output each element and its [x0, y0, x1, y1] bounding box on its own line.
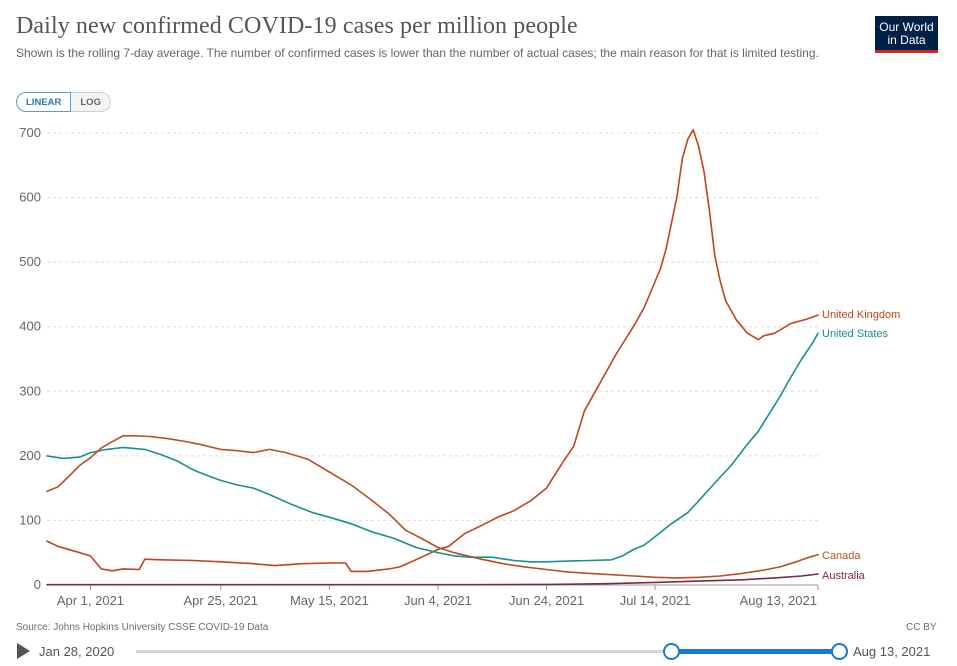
- y-tick-label-300: 300: [19, 383, 41, 398]
- x-tick-label-4: Jun 24, 2021: [509, 593, 584, 608]
- x-tick-label-5: Jul 14, 2021: [620, 593, 691, 608]
- logo-line-1: Our World: [879, 20, 934, 34]
- x-tick-label-3: Jun 4, 2021: [404, 593, 472, 608]
- log-scale-button[interactable]: LOG: [71, 92, 111, 112]
- timeline-start-label: Jan 28, 2020: [39, 644, 115, 659]
- series-label-united-states[interactable]: United States: [822, 328, 889, 340]
- series-lines: [46, 129, 819, 586]
- series-line-united-states[interactable]: [46, 332, 819, 563]
- source-note[interactable]: Source: Johns Hopkins University CSSE CO…: [16, 622, 269, 633]
- linear-scale-button[interactable]: LINEAR: [16, 92, 72, 112]
- y-tick-label-200: 200: [19, 448, 41, 463]
- timeline-end-label: Aug 13, 2021: [853, 644, 931, 659]
- y-tick-label-400: 400: [19, 319, 41, 334]
- series-line-canada[interactable]: [46, 435, 819, 579]
- series-line-united-kingdom[interactable]: [46, 129, 819, 573]
- logo-line-2: in Data: [887, 33, 926, 47]
- series-label-united-kingdom[interactable]: United Kingdom: [822, 309, 900, 321]
- axes: 0 100 200 300 400 500 600 700 Apr 1, 2021 Apr 25,…: [19, 125, 819, 608]
- series-labels: United Kingdom United States Canada Austral…: [822, 309, 900, 582]
- scale-toggle: LINEAR LOG: [16, 92, 111, 112]
- x-tick-label-2: May 15, 2021: [290, 593, 369, 608]
- x-tick-label-0: Apr 1, 2021: [57, 593, 124, 608]
- y-tick-label-700: 700: [19, 125, 41, 140]
- y-tick-label-100: 100: [19, 512, 41, 527]
- y-tick-label-0: 0: [34, 577, 41, 592]
- timeline-end-handle[interactable]: [831, 643, 848, 660]
- play-icon[interactable]: [17, 643, 30, 659]
- chart-title: Daily new confirmed COVID-19 cases per m…: [16, 13, 578, 39]
- series-label-australia[interactable]: Australia: [822, 570, 866, 582]
- gridlines: [47, 132, 818, 521]
- series-label-canada[interactable]: Canada: [822, 550, 861, 562]
- owid-logo[interactable]: Our World in Data: [875, 16, 938, 53]
- series-line-australia[interactable]: [46, 573, 819, 586]
- x-tick-label-1: Apr 25, 2021: [184, 593, 258, 608]
- license-link[interactable]: CC BY: [906, 622, 937, 633]
- y-tick-label-500: 500: [19, 254, 41, 269]
- timeline-selected-range[interactable]: [671, 649, 839, 654]
- x-tick-label-6: Aug 13, 2021: [740, 593, 817, 608]
- y-tick-label-600: 600: [19, 190, 41, 205]
- chart-subtitle: Shown is the rolling 7-day average. The …: [16, 46, 819, 60]
- timeline-start-handle[interactable]: [663, 643, 680, 660]
- timeline-track[interactable]: [136, 650, 671, 653]
